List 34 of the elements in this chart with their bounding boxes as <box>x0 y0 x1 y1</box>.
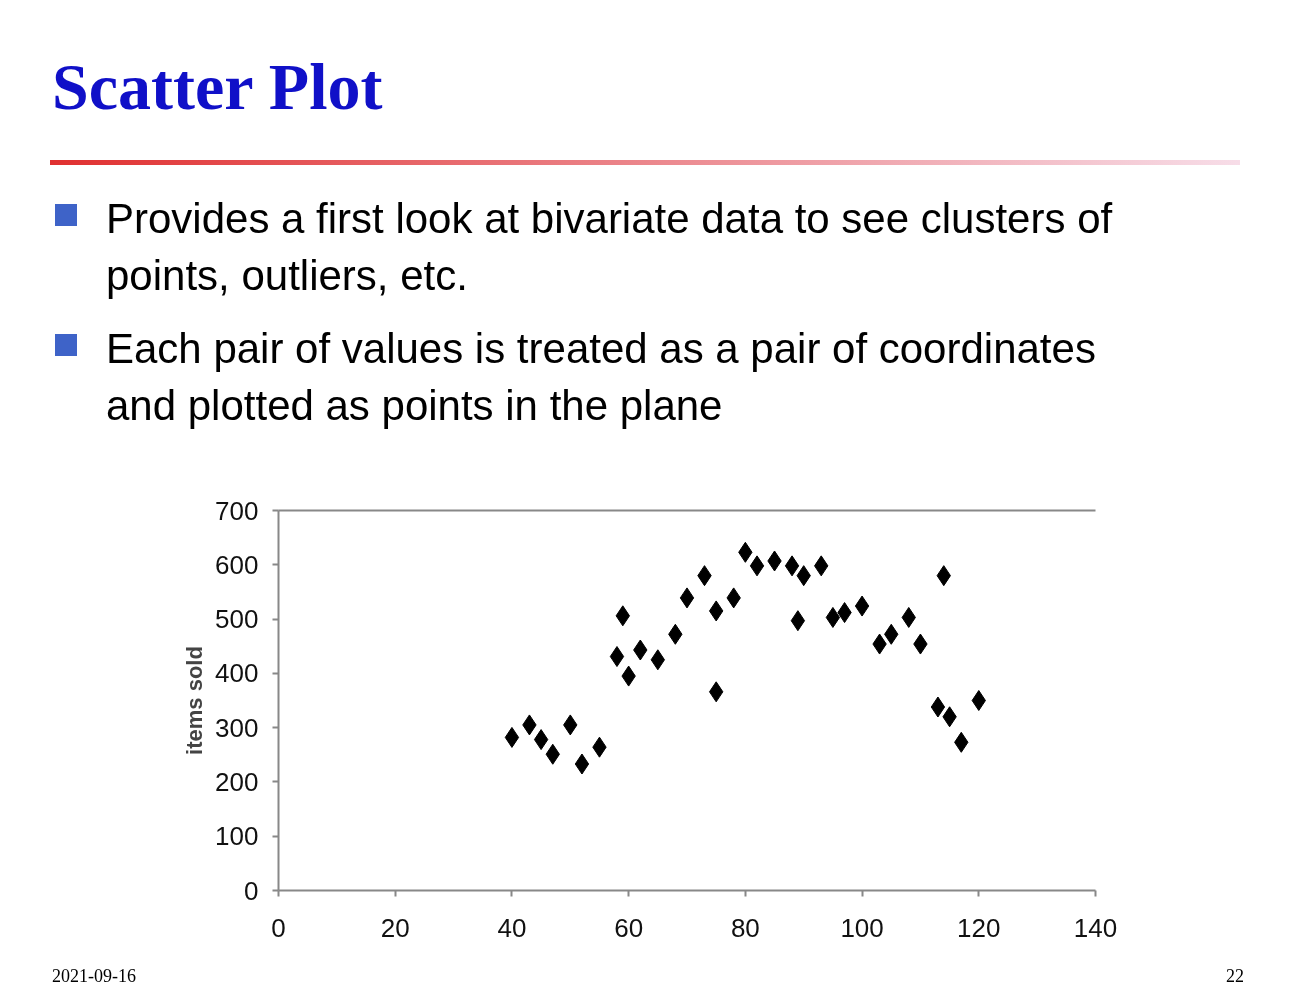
x-tick-label: 140 <box>1073 912 1118 943</box>
x-tick-label: 100 <box>840 912 884 943</box>
point <box>784 555 800 577</box>
point <box>854 595 870 617</box>
text: 22 <box>1226 965 1244 988</box>
x-tick-label: 20 <box>380 912 410 943</box>
point <box>825 606 841 628</box>
y-tick-label: 600 <box>215 549 259 580</box>
x-tick-label: 40 <box>497 912 527 943</box>
x-tick-label: 80 <box>730 912 760 943</box>
y-tick-label: 400 <box>215 658 259 689</box>
point <box>679 587 695 609</box>
text: Each pair of values is treated as a pair of coordinates and plotted as points in the plane <box>105 324 1097 431</box>
text: Provides a first look at bivariate data to see clusters of points, outliers, etc. <box>105 194 1114 301</box>
point <box>971 690 986 711</box>
point <box>504 726 520 748</box>
y-axis-title: items sold <box>182 646 208 755</box>
y-tick-label: 200 <box>215 766 259 797</box>
point <box>749 555 765 577</box>
y-tick-label: 0 <box>244 875 259 906</box>
chart-title: Scatter Plot <box>51 49 384 123</box>
point <box>533 729 549 751</box>
y-tick-label: 700 <box>215 495 259 526</box>
point <box>930 696 946 718</box>
point <box>609 646 625 668</box>
y-tick-label: 100 <box>215 821 259 852</box>
x-tick-label: 120 <box>957 912 1001 943</box>
point <box>574 753 590 775</box>
x-tick-label: 0 <box>271 912 286 943</box>
x-tick-label: 60 <box>614 912 644 943</box>
text: 2021-09-16 <box>52 965 136 988</box>
point <box>790 610 806 632</box>
y-tick-label: 300 <box>215 712 259 743</box>
y-tick-label: 500 <box>215 604 259 635</box>
